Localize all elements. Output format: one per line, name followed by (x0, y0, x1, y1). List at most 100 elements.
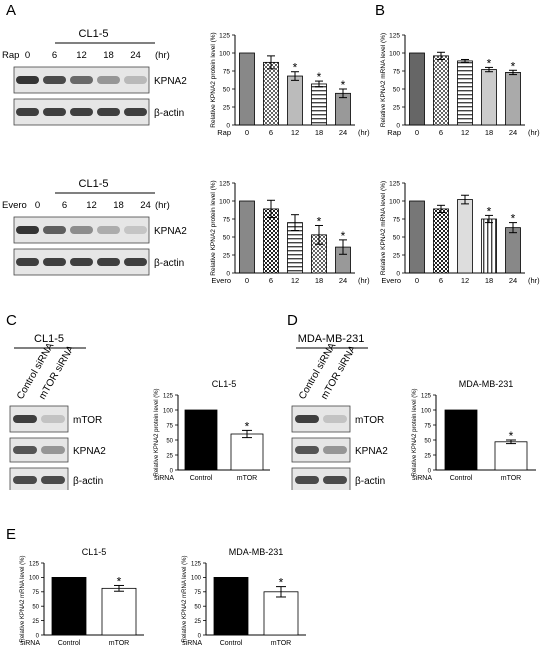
bar (444, 409, 478, 471)
bar (263, 591, 299, 636)
western-blot-evero: CL1-5 Evero 0 6 12 18 24 (hr) KPNA2 β-actin (2, 178, 187, 276)
panel-label-e: E (6, 526, 17, 543)
y-tick-label: 25 (424, 453, 431, 459)
significance-asterisk: * (117, 574, 122, 588)
y-tick-label: 0 (198, 633, 202, 639)
band (70, 258, 93, 266)
bar (505, 227, 521, 274)
y-tick-label: 25 (393, 252, 401, 259)
band (16, 108, 39, 116)
x-axis-unit: (hr) (358, 128, 370, 137)
band (43, 258, 66, 266)
protein-label: mTOR (355, 415, 384, 426)
y-tick-label: 25 (223, 252, 231, 259)
band (124, 76, 147, 84)
y-tick-label: 25 (32, 619, 39, 625)
y-axis-label: Relative KPNA2 protein level (%) (154, 388, 160, 476)
y-axis-label: Relative KPNA2 protein level (%) (210, 32, 217, 127)
x-tick-label: 12 (291, 128, 299, 137)
cell-line-label: CL1-5 (79, 28, 109, 40)
y-tick-label: 100 (219, 198, 230, 205)
y-tick-label: 0 (396, 122, 400, 129)
y-tick-label: 50 (223, 86, 231, 93)
bar (433, 208, 449, 274)
significance-asterisk: * (511, 59, 516, 73)
cell-line-label: MDA-MB-231 (298, 333, 365, 345)
y-tick-label: 50 (194, 605, 201, 611)
protein-label: β-actin (154, 108, 184, 119)
y-tick-label: 125 (389, 32, 400, 39)
bar (101, 587, 137, 636)
bar (481, 218, 497, 274)
time-label: 0 (35, 200, 40, 211)
bar (213, 577, 249, 636)
cell-line-label: CL1-5 (34, 333, 64, 345)
chart-title: CL1-5 (82, 547, 107, 557)
significance-asterisk: * (317, 214, 322, 228)
y-tick-label: 25 (393, 104, 401, 111)
drug-label: Evero (2, 200, 27, 211)
x-tick-label: 0 (245, 128, 249, 137)
y-tick-label: 25 (223, 104, 231, 111)
y-tick-label: 50 (166, 438, 173, 444)
y-axis-label: Relative KPNA2 mRNA level (%) (380, 33, 387, 127)
y-tick-label: 100 (389, 50, 400, 57)
band (295, 476, 319, 484)
band (295, 446, 319, 454)
time-label: 6 (62, 200, 67, 211)
y-axis-label: Relative KPNA2 mRNA level (%) (20, 555, 26, 642)
y-tick-label: 75 (393, 68, 401, 75)
x-tick-label: mTOR (237, 475, 257, 482)
y-tick-label: 100 (29, 576, 40, 582)
drug-label: Rap (2, 50, 19, 61)
bar (51, 577, 87, 636)
x-tick-label: 24 (339, 128, 347, 137)
chart-title: MDA-MB-231 (459, 379, 514, 389)
x-tick-label: 24 (509, 276, 517, 285)
band (124, 258, 147, 266)
panel-label-b: B (375, 2, 386, 19)
time-label: 12 (86, 200, 97, 211)
panel-label-d: D (287, 312, 298, 329)
y-tick-label: 125 (219, 32, 230, 39)
bar (230, 433, 264, 471)
significance-asterisk: * (279, 576, 284, 590)
y-tick-label: 25 (166, 453, 173, 459)
bar (184, 409, 218, 471)
x-tick-label: 6 (439, 276, 443, 285)
y-axis-label: Relative KPNA2 mRNA level (%) (182, 555, 188, 642)
y-tick-label: 100 (219, 50, 230, 57)
band (97, 258, 120, 266)
bar (409, 52, 425, 126)
band (97, 226, 120, 234)
y-tick-label: 0 (36, 633, 40, 639)
y-tick-label: 75 (223, 68, 231, 75)
time-label: 18 (113, 200, 124, 211)
y-tick-label: 100 (163, 408, 174, 414)
x-axis-prefix: Evero (381, 276, 401, 285)
band (41, 415, 65, 423)
y-tick-label: 50 (223, 234, 231, 241)
significance-asterisk: * (293, 61, 298, 75)
band (43, 226, 66, 234)
x-axis-prefix: Rap (217, 128, 231, 137)
y-tick-label: 75 (166, 423, 173, 429)
time-label: 0 (25, 50, 30, 61)
y-tick-label: 75 (393, 216, 401, 223)
x-tick-label: 18 (485, 276, 493, 285)
x-tick-label: Control (450, 475, 473, 482)
x-axis-unit: (hr) (358, 276, 370, 285)
y-tick-label: 75 (424, 423, 431, 429)
significance-asterisk: * (317, 70, 322, 84)
band (97, 76, 120, 84)
band (70, 108, 93, 116)
protein-label: β-actin (73, 476, 103, 487)
y-tick-label: 125 (421, 393, 432, 399)
cell-line-label: CL1-5 (79, 178, 109, 190)
protein-label: KPNA2 (73, 446, 106, 457)
bar (287, 75, 303, 126)
